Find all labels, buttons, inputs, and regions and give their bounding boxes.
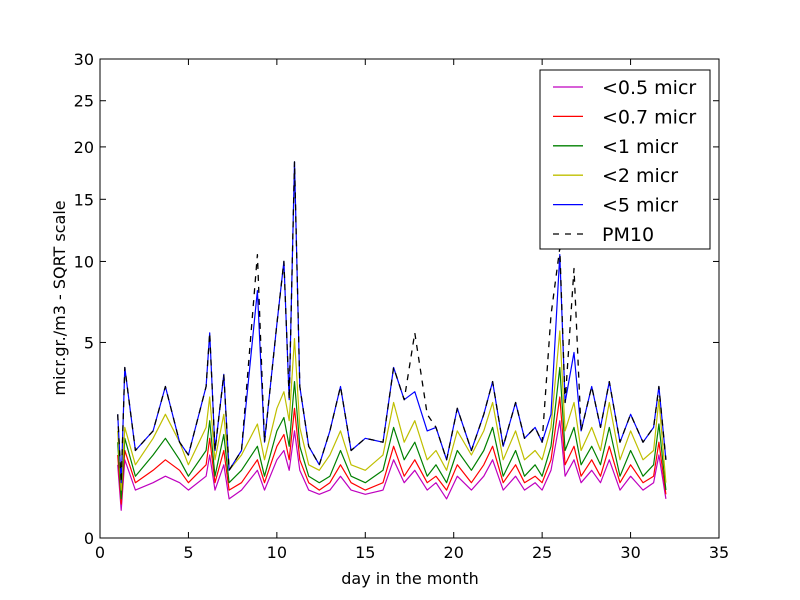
series-line-1 [117, 396, 667, 505]
y-tick-label: 15 [74, 190, 94, 209]
series-line-0 [117, 420, 667, 511]
x-tick-label: 30 [620, 543, 640, 562]
legend-box [539, 69, 711, 250]
legend: <0.5 micr <0.7 micr <1 micr <2 micr <5 micr P… [539, 69, 711, 250]
x-tick-label: 0 [95, 543, 105, 562]
legend-label-5: PM10 [602, 224, 654, 246]
y-tick-label: 30 [74, 50, 94, 69]
legend-label-3: <2 micr [602, 165, 678, 187]
y-tick-label: 25 [74, 92, 94, 111]
x-tick-label: 20 [444, 543, 464, 562]
x-tick-label: 15 [355, 543, 375, 562]
y-axis-label: micr.gr./m3 - SQRT scale [50, 200, 69, 395]
x-axis-label: day in the month [341, 569, 478, 588]
plot-frame [99, 58, 720, 539]
x-tick-label: 5 [183, 543, 193, 562]
y-tick-label: 5 [84, 333, 94, 352]
y-tick-label: 20 [74, 138, 94, 157]
y-tick-label: 10 [74, 252, 94, 271]
ticks-layer: 0 5 10 15 20 25 30 35 0 5 10 15 20 25 30 [74, 50, 730, 562]
x-tick-label: 25 [532, 543, 552, 562]
series-line-2 [117, 366, 667, 500]
x-tick-label: 35 [709, 543, 729, 562]
x-tick-label: 10 [267, 543, 287, 562]
legend-label-0: <0.5 micr [602, 77, 696, 99]
y-tick-label: 0 [84, 529, 94, 548]
series-line-5 [117, 161, 667, 484]
legend-label-1: <0.7 micr [602, 106, 696, 128]
legend-label-4: <5 micr [602, 195, 678, 217]
legend-label-2: <1 micr [602, 136, 678, 158]
series-layer [117, 161, 667, 511]
series-line-3 [117, 330, 667, 491]
